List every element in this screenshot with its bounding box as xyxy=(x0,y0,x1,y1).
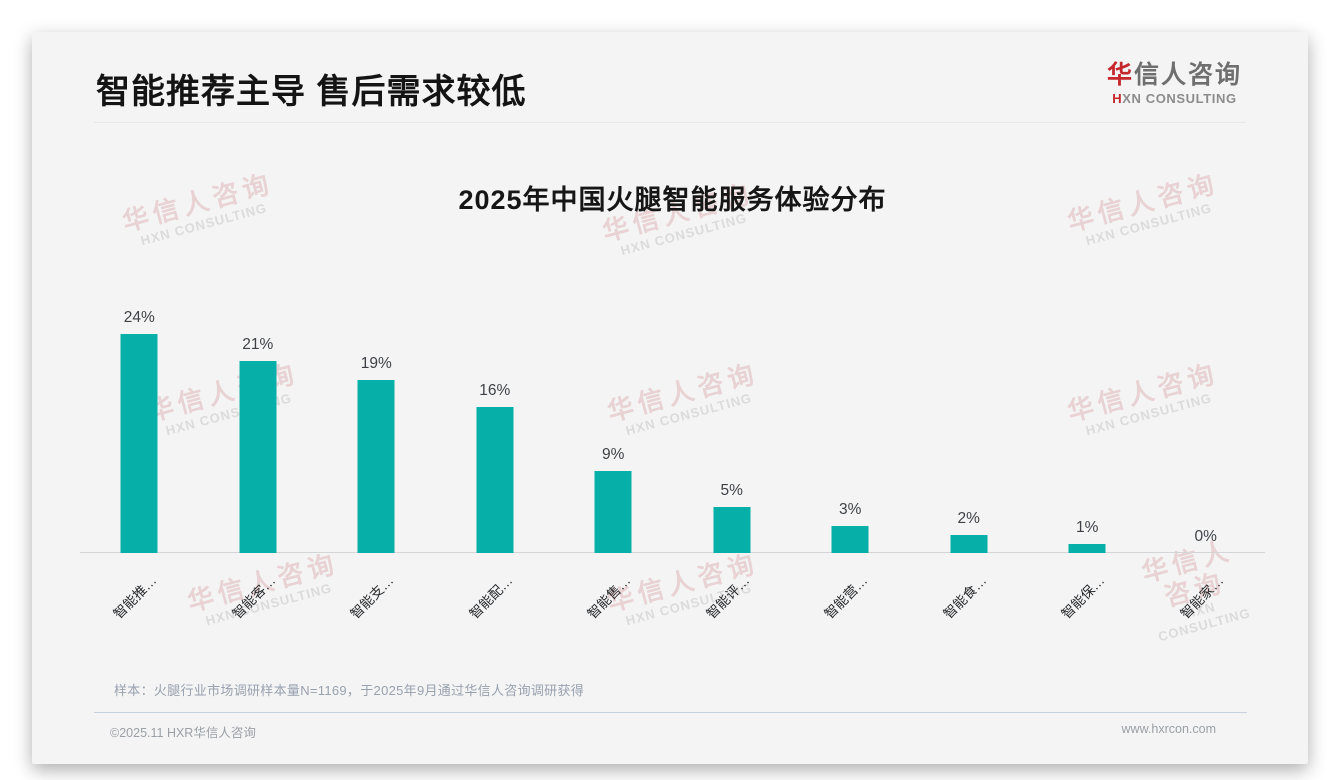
footer-copyright: ©2025.11 HXR华信人咨询 xyxy=(110,726,256,740)
x-axis-label-text: 智能食… xyxy=(940,572,990,622)
bar xyxy=(476,407,514,553)
bar-slot: 19% 智能支… xyxy=(317,202,436,622)
chart-title: 2025年中国火腿智能服务体验分布 xyxy=(458,185,887,215)
bar xyxy=(357,380,395,553)
bar-slot: 0% 智能家… xyxy=(1147,202,1266,622)
x-axis-label-text: 智能售… xyxy=(584,572,634,622)
x-axis-label-text: 智能保… xyxy=(1058,572,1108,622)
bar xyxy=(239,361,277,553)
x-axis-label-text: 智能家… xyxy=(1177,572,1227,622)
bar-slot: 21% 智能客… xyxy=(199,202,318,622)
bar xyxy=(831,526,869,553)
logo-chinese-name: 华信人咨询 xyxy=(1107,60,1242,90)
bar-slot: 1% 智能保… xyxy=(1028,202,1147,622)
company-logo: 华信人咨询 HXN CONSULTING xyxy=(1107,60,1242,106)
bar-value-label: 2% xyxy=(957,510,980,527)
bar-value-label: 9% xyxy=(602,446,625,463)
logo-en-rest: XN CONSULTING xyxy=(1122,91,1237,106)
header-divider xyxy=(94,122,1246,123)
bar-slot: 9% 智能售… xyxy=(554,202,673,622)
logo-zh-accent: 华 xyxy=(1106,61,1134,89)
bar-slot: 5% 智能评… xyxy=(673,202,792,622)
x-axis-label-text: 智能推… xyxy=(110,572,160,622)
x-axis-line xyxy=(80,552,1265,553)
bar-value-label: 3% xyxy=(839,501,862,518)
bar-value-label: 16% xyxy=(479,382,511,399)
logo-zh-rest: 信人咨询 xyxy=(1133,61,1242,89)
bar-value-label: 24% xyxy=(123,309,155,326)
bar-slot: 16% 智能配… xyxy=(436,202,555,622)
x-axis-label-text: 智能配… xyxy=(466,572,516,622)
bar-slot: 3% 智能营… xyxy=(791,202,910,622)
bar xyxy=(120,334,158,553)
x-axis-label-text: 智能评… xyxy=(703,572,753,622)
bar-value-label: 19% xyxy=(360,355,392,372)
x-axis-label-text: 智能支… xyxy=(347,572,397,622)
bar-value-label: 0% xyxy=(1194,528,1217,545)
bar-slot: 24% 智能推… xyxy=(80,202,199,622)
bar xyxy=(1068,544,1106,553)
bar xyxy=(950,535,988,553)
footer-divider xyxy=(94,712,1247,713)
logo-en-accent: H xyxy=(1112,91,1123,106)
logo-english-name: HXN CONSULTING xyxy=(1107,91,1242,106)
page-title: 智能推荐主导 售后需求较低 xyxy=(96,73,527,111)
bar-value-label: 1% xyxy=(1076,519,1099,536)
bar xyxy=(713,507,751,553)
x-axis-label-text: 智能营… xyxy=(821,572,871,622)
bar-value-label: 5% xyxy=(720,482,743,499)
plot-area: 24% 智能推… 21% 智能客… 19% 智能支… 16% 智能配… 9% 智能售… 5% 智能评…… xyxy=(80,202,1266,622)
footer-website: www.hxrcon.com xyxy=(1121,722,1216,736)
slide-card: 智能推荐主导 售后需求较低 华信人咨询 HXN CONSULTING 华信人咨询… xyxy=(32,32,1308,764)
bar-value-label: 21% xyxy=(242,336,274,353)
bar-slot: 2% 智能食… xyxy=(910,202,1029,622)
sample-note: 样本：火腿行业市场调研样本量N=1169，于2025年9月通过华信人咨询调研获得 xyxy=(114,683,585,698)
bar xyxy=(594,471,632,553)
x-axis-label-text: 智能客… xyxy=(229,572,279,622)
